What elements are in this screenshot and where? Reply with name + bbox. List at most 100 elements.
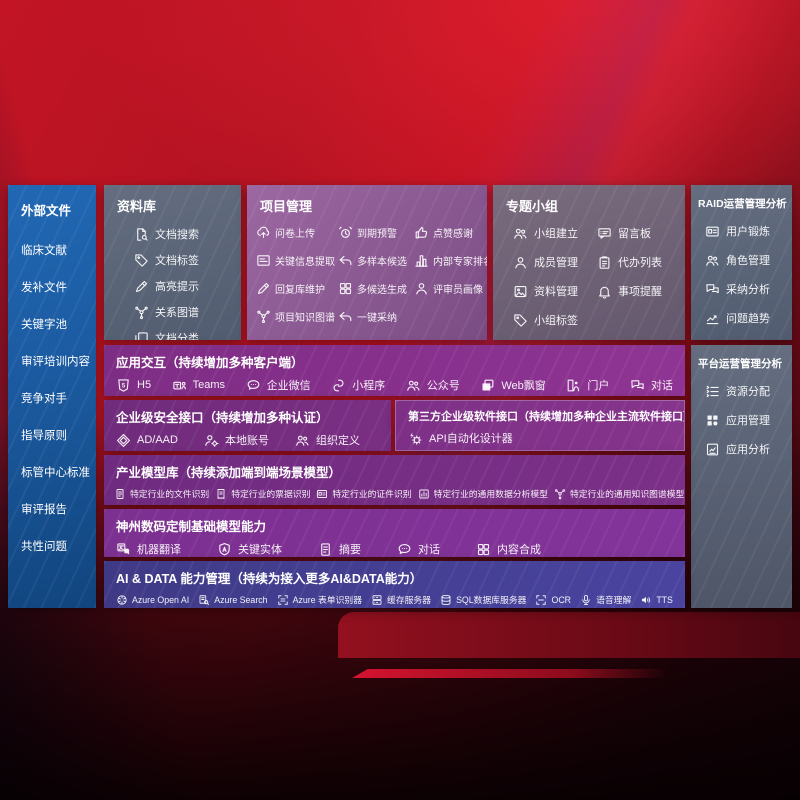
- message-board-icon: [597, 226, 612, 241]
- local-account-item[interactable]: 本地账号: [204, 432, 269, 448]
- issue-trend-item[interactable]: 问题趋势: [705, 310, 792, 326]
- item-label: 特定行业的文件识别: [130, 489, 210, 499]
- todo-list-item[interactable]: 代办列表: [597, 254, 681, 270]
- adoption-analysis-item[interactable]: 采纳分析: [705, 281, 792, 297]
- item-label: 应用分析: [726, 444, 770, 456]
- message-board-item[interactable]: 留言板: [597, 225, 681, 241]
- id-recognition-item[interactable]: 特定行业的证件识别: [316, 487, 412, 500]
- official-account-item[interactable]: 公众号: [406, 377, 460, 393]
- cloud-upload-item[interactable]: 问卷上传: [256, 225, 338, 240]
- dialog-item[interactable]: 对话: [630, 377, 673, 393]
- mini-program-item[interactable]: 小程序: [331, 377, 385, 393]
- cloud-upload-icon: [256, 225, 271, 240]
- item-label: 关键信息提取: [275, 257, 335, 268]
- app-manage-item[interactable]: 应用管理: [705, 412, 792, 428]
- portal-item[interactable]: 门户: [566, 377, 609, 393]
- member-manage-item[interactable]: 成员管理: [513, 254, 597, 270]
- thumb-up-icon: [414, 225, 429, 240]
- azure-openai-icon: [116, 594, 128, 606]
- doc-category-item[interactable]: 文档分类: [134, 330, 241, 340]
- member-manage-icon: [513, 255, 528, 270]
- reviewer-portrait-icon: [414, 281, 429, 296]
- azure-openai-item[interactable]: Azure Open AI: [116, 594, 189, 606]
- group-create-item[interactable]: 小组建立: [513, 225, 597, 241]
- row-title: 产业模型库（持续添加端到端场景模型）: [116, 466, 342, 480]
- sidebar-item[interactable]: 竞争对手: [21, 393, 67, 405]
- item-label: 多样本候选: [357, 257, 407, 268]
- wechat-work-item[interactable]: 企业微信: [246, 377, 311, 393]
- key-info-extract-item[interactable]: 关键信息提取: [256, 253, 338, 268]
- group-tag-item[interactable]: 小组标签: [513, 312, 597, 328]
- sidebar-item[interactable]: 临床文献: [21, 245, 67, 257]
- item-label: 公众号: [426, 380, 460, 392]
- file-manage-item[interactable]: 资料管理: [513, 283, 597, 299]
- ocr-item[interactable]: OCR: [535, 594, 571, 606]
- sidebar-item[interactable]: 发补文件: [21, 282, 67, 294]
- summary-item[interactable]: 摘要: [318, 541, 361, 557]
- thumb-up-item[interactable]: 点赞感谢: [414, 225, 487, 240]
- receipt-recognition-icon: [215, 488, 227, 500]
- reply-arrow-item[interactable]: 多样本候选: [338, 253, 414, 268]
- multi-generate-item[interactable]: 多候选生成: [338, 281, 414, 296]
- item-label: 项目知识图谱: [275, 313, 335, 324]
- sidebar-item[interactable]: 审评报告: [21, 504, 67, 516]
- knowledge-graph-item[interactable]: 项目知识图谱: [256, 309, 338, 324]
- item-label: 组织定义: [315, 435, 360, 447]
- sidebar-item[interactable]: 共性问题: [21, 541, 67, 553]
- highlight-pen-item[interactable]: 高亮提示: [134, 278, 241, 294]
- edit-pen-item[interactable]: 回复库维护: [256, 281, 338, 296]
- resource-allocation-item[interactable]: 资源分配: [705, 383, 792, 399]
- issue-trend-icon: [705, 311, 720, 326]
- reviewer-portrait-item[interactable]: 评审员画像: [414, 281, 487, 296]
- ad-aad-icon: [116, 433, 131, 448]
- key-entity-item[interactable]: 关键实体: [217, 541, 282, 557]
- sidebar-item[interactable]: 审评培训内容: [21, 356, 90, 368]
- ranking-item[interactable]: 内部专家排名: [414, 253, 487, 268]
- app-analysis-item[interactable]: 应用分析: [705, 441, 792, 457]
- tts-item[interactable]: TTS: [640, 594, 673, 606]
- reminder-bell-item[interactable]: 事项提醒: [597, 283, 681, 299]
- role-manage-item[interactable]: 角色管理: [705, 252, 792, 268]
- tag-item[interactable]: 文档标签: [134, 252, 241, 268]
- api-designer-item[interactable]: API自动化设计器: [408, 430, 513, 446]
- panel-title: 平台运营管理分析: [698, 358, 782, 370]
- item-label: 门户: [587, 380, 610, 392]
- adopt-arrow-item[interactable]: 一键采纳: [338, 309, 414, 324]
- sidebar-item[interactable]: 关键字池: [21, 319, 67, 331]
- item-label: 到期预警: [357, 229, 397, 240]
- receipt-recognition-item[interactable]: 特定行业的票据识别: [215, 487, 310, 500]
- web-window-item[interactable]: Web飘窗: [480, 377, 546, 393]
- org-define-item[interactable]: 组织定义: [295, 432, 360, 448]
- item-label: 本地账号: [224, 435, 269, 447]
- azure-search-item[interactable]: Azure Search: [198, 594, 268, 606]
- machine-translation-item[interactable]: 机器翻译: [116, 541, 181, 557]
- tag-icon: [134, 253, 149, 268]
- item-label: Web飘窗: [501, 380, 546, 392]
- user-card-item[interactable]: 用户锻炼: [705, 223, 792, 239]
- item-label: 角色管理: [726, 255, 770, 267]
- alarm-item[interactable]: 到期预警: [338, 225, 414, 240]
- sidebar-item[interactable]: 标管中心标准: [21, 467, 90, 479]
- data-analysis-model-item[interactable]: 特定行业的通用数据分析模型: [418, 487, 548, 500]
- content-synthesis-item[interactable]: 内容合成: [476, 541, 541, 557]
- file-recognition-item[interactable]: 特定行业的文件识别: [114, 487, 209, 500]
- sql-database-item[interactable]: SQL数据库服务器: [440, 593, 526, 606]
- sidebar-external-files: 外部文件 临床文献 发补文件 关键字池 审评培训内容 竞争对手 指导原则 标管中心标准 审评报告…: [8, 185, 96, 608]
- panel-platform-analysis: 平台运营管理分析资源分配应用管理应用分析: [691, 345, 792, 608]
- speech-understanding-item[interactable]: 语音理解: [580, 593, 631, 606]
- svg-text:5: 5: [122, 383, 126, 389]
- item-label: 内容合成: [497, 544, 541, 556]
- teams-item[interactable]: Teams: [172, 378, 225, 393]
- cache-server-item[interactable]: 缓存服务器: [371, 593, 431, 606]
- chat-item[interactable]: 对话: [397, 541, 440, 557]
- knowledge-graph-model-item[interactable]: 特定行业的通用知识图谱模型: [554, 487, 684, 500]
- h5-item[interactable]: 5 H5: [116, 378, 151, 393]
- azure-form-item[interactable]: Azure 表单识别器: [277, 593, 362, 606]
- sidebar-item[interactable]: 指导原则: [21, 430, 67, 442]
- doc-search-item[interactable]: 文档搜索: [134, 226, 241, 242]
- ad-aad-item[interactable]: AD/AAD: [116, 433, 178, 448]
- api-designer-icon: [408, 431, 423, 446]
- item-label: 文档分类: [155, 333, 199, 340]
- relation-graph-item[interactable]: 关系图谱: [134, 304, 241, 320]
